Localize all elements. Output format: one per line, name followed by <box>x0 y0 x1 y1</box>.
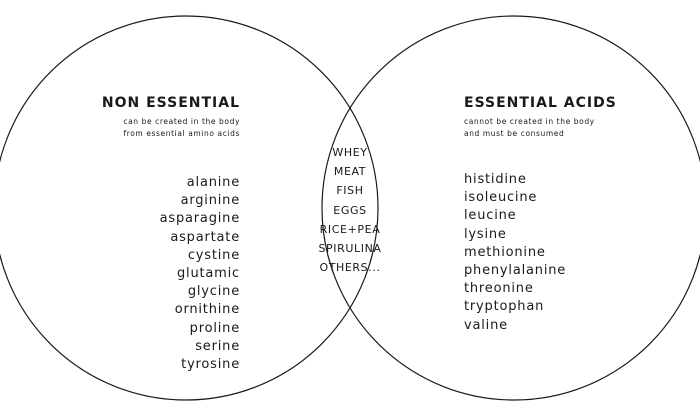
left-set-subtitle-line-1: can be created in the body <box>123 117 240 126</box>
list-item: FISH <box>336 184 364 198</box>
list-item: aspartate <box>170 229 240 245</box>
list-item: EGGS <box>333 203 367 217</box>
list-item: OTHERS... <box>319 261 381 275</box>
list-item: glycine <box>187 284 240 300</box>
list-item: alanine <box>186 175 240 190</box>
left-set-subtitle-line-2: from essential amino acids <box>123 129 240 138</box>
list-item: leucine <box>464 208 517 224</box>
list-item: proline <box>189 320 240 336</box>
list-item: tyrosine <box>181 357 240 373</box>
list-item: histidine <box>464 172 527 187</box>
left-set-title: NON ESSENTIAL <box>101 95 240 111</box>
right-circle <box>321 15 700 401</box>
list-item: tryptophan <box>464 299 545 315</box>
right-set-subtitle-line-2: and must be consumed <box>464 129 565 138</box>
list-item: phenylalanine <box>464 263 567 279</box>
list-item: WHEY <box>332 146 368 159</box>
list-item: SPIRULINA <box>318 242 382 256</box>
list-item: RICE+PEA <box>319 222 381 236</box>
list-item: lysine <box>464 226 507 242</box>
list-item: ornithine <box>174 302 240 318</box>
list-item: methionine <box>464 244 546 260</box>
non-essential-acid-list: alanine arginine asparagine aspartate cy… <box>160 174 240 374</box>
right-set-subtitle-line-1: cannot be created in the body <box>464 117 595 126</box>
essential-acid-list: histidine isoleucine leucine lysine meth… <box>464 171 566 335</box>
list-item: valine <box>464 317 508 333</box>
list-item: isoleucine <box>464 190 538 206</box>
list-item: asparagine <box>159 211 240 227</box>
list-item: MEAT <box>333 165 367 179</box>
right-set-title: ESSENTIAL ACIDS <box>464 95 617 111</box>
list-item: serine <box>195 338 240 354</box>
list-item: cystine <box>187 247 240 263</box>
left-circle <box>0 15 379 401</box>
list-item: glutamic <box>177 266 240 282</box>
list-item: arginine <box>180 193 240 209</box>
list-item: threonine <box>464 281 534 297</box>
overlap-source-list: WHEY MEAT FISH EGGS RICE+PEA SPIRULINA O… <box>310 143 390 277</box>
